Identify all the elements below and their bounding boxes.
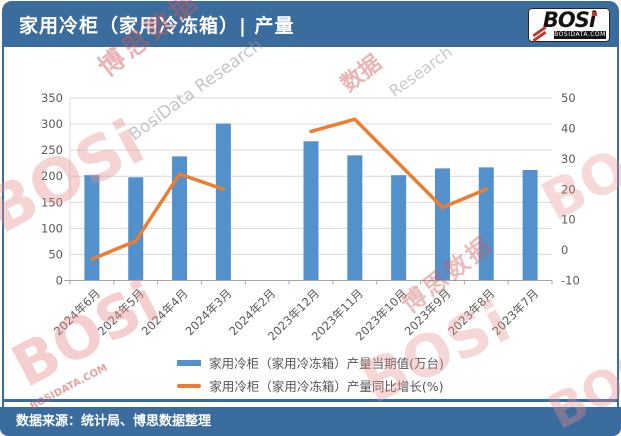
bar xyxy=(172,156,188,281)
legend: 家用冷柜（家用冷冻箱）产量当期值(万台) 家用冷柜（家用冷冻箱）产量同比增长(%… xyxy=(0,353,621,395)
page-title: 家用冷柜（家用冷冻箱）| 产量 xyxy=(19,15,295,37)
right-axis-label: -10 xyxy=(561,274,580,288)
bar xyxy=(434,168,450,281)
right-axis-label: 30 xyxy=(561,152,576,166)
right-axis-label: 50 xyxy=(561,91,576,105)
x-category-label: 2024年4月 xyxy=(139,286,191,338)
growth-line xyxy=(309,117,489,210)
bar xyxy=(478,167,494,281)
logo-dot-icon xyxy=(592,12,597,16)
x-category-label: 2024年6月 xyxy=(51,286,103,338)
legend-item-line: 家用冷柜（家用冷冻箱）产量同比增长(%) xyxy=(177,376,444,395)
left-axis-label: 300 xyxy=(41,117,63,131)
bar xyxy=(522,169,538,281)
x-category-label: 2023年8月 xyxy=(445,286,497,338)
bar xyxy=(347,155,363,281)
bar xyxy=(303,141,319,281)
left-axis-label: 200 xyxy=(41,169,63,183)
bar xyxy=(391,175,407,281)
left-axis-label: 250 xyxy=(41,143,63,157)
left-axis-label: 100 xyxy=(41,221,63,235)
right-axis-label: 0 xyxy=(561,243,568,257)
bar xyxy=(215,123,231,281)
legend-swatch-bar-icon xyxy=(177,359,202,366)
legend-swatch-line-icon xyxy=(177,383,202,388)
footer-divider xyxy=(3,399,618,402)
x-category-label: 2024年3月 xyxy=(182,286,234,338)
growth-line xyxy=(90,172,226,261)
left-axis-label: 50 xyxy=(48,247,63,261)
right-axis-label: 40 xyxy=(561,121,576,135)
right-axis-label: 10 xyxy=(561,213,576,227)
x-category-label: 2024年5月 xyxy=(95,286,147,338)
header-band: 家用冷柜（家用冷冻箱）| 产量 BOSi BOSIDATA.COM xyxy=(3,3,618,47)
left-axis-label: 0 xyxy=(56,274,63,288)
right-axis-label: 20 xyxy=(561,182,576,196)
logo-wordmark: BOSi xyxy=(542,8,596,32)
footer-band: 数据来源：统计局、博思数据整理 xyxy=(0,407,621,436)
bar xyxy=(128,177,144,281)
logo-domain: BOSIDATA.COM xyxy=(554,31,606,39)
left-axis-label: 150 xyxy=(41,195,63,209)
legend-label-line: 家用冷柜（家用冷冻箱）产量同比增长(%) xyxy=(209,379,444,394)
left-axis-label: 350 xyxy=(41,91,63,105)
legend-label-bars: 家用冷柜（家用冷冻箱）产量当期值(万台) xyxy=(209,356,444,371)
legend-item-bars: 家用冷柜（家用冷冻箱）产量当期值(万台) xyxy=(177,353,444,372)
data-source: 数据来源：统计局、博思数据整理 xyxy=(16,414,212,429)
bosi-logo: BOSi BOSIDATA.COM xyxy=(528,8,610,43)
x-category-label: 2023年7月 xyxy=(489,286,541,338)
bar xyxy=(84,175,100,281)
x-category-label: 2023年9月 xyxy=(402,286,454,338)
